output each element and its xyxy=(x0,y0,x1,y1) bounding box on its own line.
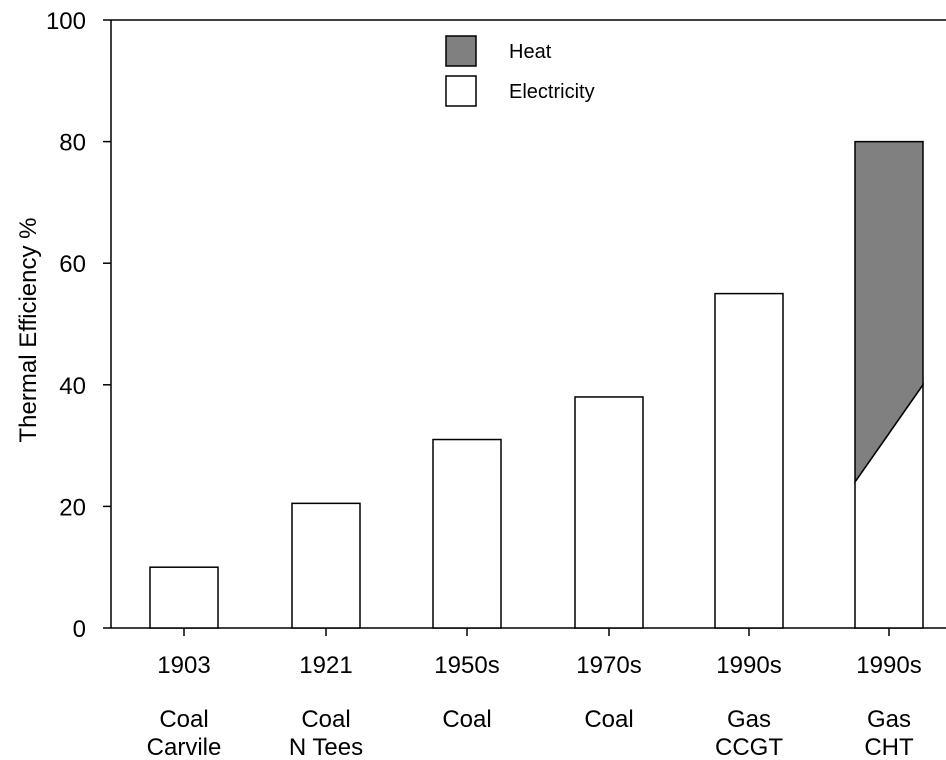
y-axis-ticks: 0 20 40 60 80 100 xyxy=(46,8,111,643)
x-category-sublabel: Gas xyxy=(727,706,771,733)
bar-electricity xyxy=(432,438,502,629)
y-tick-label: 0 xyxy=(73,616,86,643)
bar-electricity xyxy=(291,502,361,629)
legend-swatch-heat xyxy=(445,35,477,67)
bar-electricity xyxy=(574,396,644,629)
x-category-label: 1970s xyxy=(576,652,641,679)
y-tick-label: 100 xyxy=(46,8,86,35)
bar-electricity xyxy=(149,566,219,629)
y-tick-label: 60 xyxy=(59,251,86,278)
legend: Heat Electricity xyxy=(445,35,595,107)
x-category-sublabel: Coal xyxy=(301,706,350,733)
legend-label-heat: Heat xyxy=(509,41,552,63)
y-tick-label: 20 xyxy=(59,494,86,521)
x-category-label: 1903 xyxy=(157,652,210,679)
y-axis-title: Thermal Efficiency % xyxy=(15,218,42,443)
axes xyxy=(110,19,946,629)
y-tick-label: 40 xyxy=(59,373,86,400)
bar-electricity xyxy=(714,292,784,629)
x-category-sublabel: CCGT xyxy=(715,734,783,760)
x-category-sublabel: Coal xyxy=(442,706,491,733)
bars xyxy=(149,140,924,636)
x-category-label: 1950s xyxy=(434,652,499,679)
bar-electricity xyxy=(854,382,924,629)
y-tick-label: 80 xyxy=(59,130,86,157)
x-category-sublabel: Carvile xyxy=(147,734,222,760)
x-category-label: 1990s xyxy=(856,652,921,679)
x-category-label: 1921 xyxy=(299,652,352,679)
x-category-sublabel: Gas xyxy=(867,706,911,733)
legend-swatch-electricity xyxy=(445,75,477,107)
x-category-label: 1990s xyxy=(716,652,781,679)
x-category-sublabel: N Tees xyxy=(289,734,363,760)
legend-label-electricity: Electricity xyxy=(509,81,595,103)
x-category-sublabel: Coal xyxy=(584,706,633,733)
x-category-sublabel: CHT xyxy=(864,734,914,760)
x-category-sublabel: Coal xyxy=(159,706,208,733)
